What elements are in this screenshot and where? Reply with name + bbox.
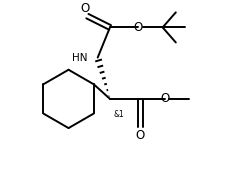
Text: HN: HN xyxy=(72,52,87,63)
Text: O: O xyxy=(160,92,169,105)
Text: O: O xyxy=(134,21,143,34)
Text: O: O xyxy=(136,129,145,142)
Text: O: O xyxy=(81,2,90,15)
Text: &1: &1 xyxy=(114,110,124,119)
